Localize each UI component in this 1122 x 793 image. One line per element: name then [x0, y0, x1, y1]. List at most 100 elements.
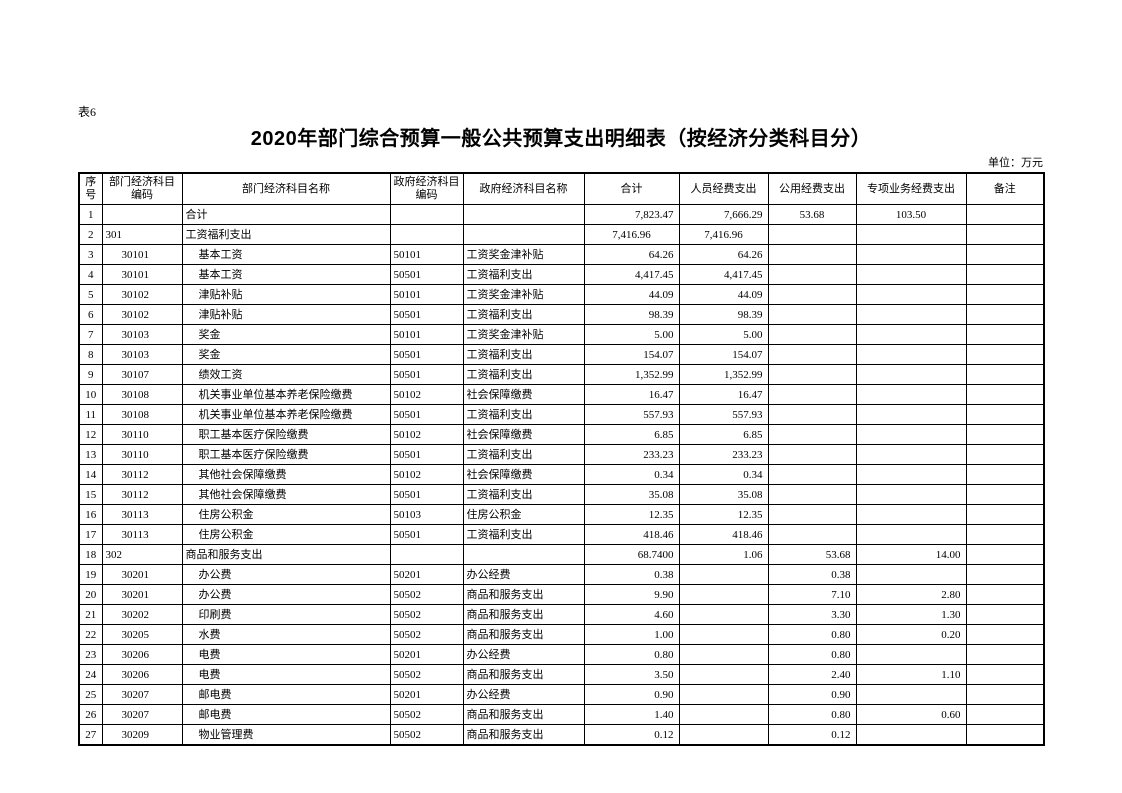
cell-personnel — [678, 604, 769, 625]
cell-personnel: 12.35 — [678, 504, 769, 525]
cell-special_exp — [855, 724, 967, 746]
cell-personnel: 44.09 — [678, 284, 769, 305]
cell-remark — [965, 324, 1045, 345]
cell-dept_name: 印刷费 — [181, 604, 391, 625]
cell-dept_name: 住房公积金 — [181, 524, 391, 545]
cell-gov_code: 50201 — [389, 564, 464, 585]
cell-personnel: 5.00 — [678, 324, 769, 345]
cell-dept_name: 物业管理费 — [181, 724, 391, 746]
cell-public_exp: 0.80 — [767, 704, 857, 725]
cell-remark — [965, 524, 1045, 545]
cell-gov_name: 工资福利支出 — [462, 304, 585, 325]
cell-gov_code: 50501 — [389, 404, 464, 425]
cell-total: 6.85 — [583, 424, 680, 445]
cell-remark — [965, 284, 1045, 305]
cell-public_exp — [767, 384, 857, 405]
cell-total: 9.90 — [583, 584, 680, 605]
cell-personnel: 418.46 — [678, 524, 769, 545]
cell-personnel — [678, 724, 769, 746]
cell-total: 0.80 — [583, 644, 680, 665]
cell-public_exp: 2.40 — [767, 664, 857, 685]
cell-personnel: 4,417.45 — [678, 264, 769, 285]
table-row: 11 30108 机关事业单位基本养老保险缴费 50501 工资福利支出 557.93 55… — [78, 404, 1045, 425]
cell-gov_name: 社会保障缴费 — [462, 424, 585, 445]
cell-personnel: 154.07 — [678, 344, 769, 365]
cell-remark — [965, 444, 1045, 465]
cell-dept_code: 301 — [101, 224, 183, 245]
cell-total: 557.93 — [583, 404, 680, 425]
cell-special_exp — [855, 504, 967, 525]
cell-public_exp — [767, 364, 857, 385]
cell-gov_code: 50502 — [389, 724, 464, 746]
cell-personnel — [678, 664, 769, 685]
cell-special_exp: 0.20 — [855, 624, 967, 645]
cell-public_exp — [767, 424, 857, 445]
cell-gov_name: 工资奖金津补贴 — [462, 324, 585, 345]
cell-dept_name: 奖金 — [181, 324, 391, 345]
cell-dept_code: 30112 — [101, 484, 183, 505]
cell-personnel: 7,666.29 — [678, 204, 769, 225]
cell-gov_name — [462, 544, 585, 565]
cell-total: 154.07 — [583, 344, 680, 365]
table-row: 14 30112 其他社会保障缴费 50102 社会保障缴费 0.34 0.34 — [78, 464, 1045, 485]
cell-dept_name: 水费 — [181, 624, 391, 645]
cell-dept_name: 办公费 — [181, 564, 391, 585]
cell-special_exp — [855, 244, 967, 265]
cell-dept_code: 302 — [101, 544, 183, 565]
cell-gov_code: 50501 — [389, 484, 464, 505]
column-header-personnel: 人员经费支出 — [678, 172, 769, 205]
cell-no: 3 — [78, 244, 103, 265]
cell-dept_name: 基本工资 — [181, 244, 391, 265]
cell-gov_code: 50102 — [389, 464, 464, 485]
cell-personnel: 7,416.96 — [678, 224, 769, 245]
cell-special_exp — [855, 484, 967, 505]
table-row: 18 302 商品和服务支出 68.7400 1.06 53.68 14.00 — [78, 544, 1045, 565]
cell-remark — [965, 384, 1045, 405]
cell-gov_name: 工资福利支出 — [462, 404, 585, 425]
cell-special_exp — [855, 444, 967, 465]
cell-no: 1 — [78, 204, 103, 225]
cell-special_exp — [855, 284, 967, 305]
cell-personnel: 98.39 — [678, 304, 769, 325]
cell-no: 26 — [78, 704, 103, 725]
cell-gov_code: 50501 — [389, 524, 464, 545]
cell-special_exp: 0.60 — [855, 704, 967, 725]
table-row: 15 30112 其他社会保障缴费 50501 工资福利支出 35.08 35.08 — [78, 484, 1045, 505]
cell-remark — [965, 304, 1045, 325]
table-body: 1 合计 7,823.47 7,666.29 53.68 103.50 2 301 工资福利支出… — [78, 204, 1045, 746]
cell-gov_code: 50102 — [389, 384, 464, 405]
cell-total: 3.50 — [583, 664, 680, 685]
cell-dept_code: 30201 — [101, 584, 183, 605]
table-row: 2 301 工资福利支出 7,416.96 7,416.96 — [78, 224, 1045, 245]
cell-no: 22 — [78, 624, 103, 645]
cell-total: 35.08 — [583, 484, 680, 505]
cell-gov_name: 社会保障缴费 — [462, 384, 585, 405]
cell-gov_code: 50502 — [389, 664, 464, 685]
cell-dept_code: 30103 — [101, 344, 183, 365]
cell-remark — [965, 724, 1045, 746]
cell-gov_name: 商品和服务支出 — [462, 624, 585, 645]
table-row: 1 合计 7,823.47 7,666.29 53.68 103.50 — [78, 204, 1045, 225]
cell-remark — [965, 684, 1045, 705]
cell-gov_name: 工资福利支出 — [462, 484, 585, 505]
cell-no: 11 — [78, 404, 103, 425]
cell-special_exp — [855, 304, 967, 325]
column-header-gov_code: 政府经济科目 编码 — [389, 172, 464, 205]
cell-no: 19 — [78, 564, 103, 585]
cell-dept_name: 电费 — [181, 664, 391, 685]
column-header-gov_name: 政府经济科目名称 — [462, 172, 585, 205]
cell-gov_name: 商品和服务支出 — [462, 724, 585, 746]
cell-remark — [965, 244, 1045, 265]
cell-gov_code — [389, 544, 464, 565]
cell-dept_name: 机关事业单位基本养老保险缴费 — [181, 404, 391, 425]
cell-no: 18 — [78, 544, 103, 565]
cell-special_exp — [855, 324, 967, 345]
cell-dept_code: 30110 — [101, 444, 183, 465]
cell-special_exp: 2.80 — [855, 584, 967, 605]
cell-dept_code: 30103 — [101, 324, 183, 345]
cell-gov_name: 工资福利支出 — [462, 344, 585, 365]
cell-public_exp: 0.80 — [767, 644, 857, 665]
table-row: 12 30110 职工基本医疗保险缴费 50102 社会保障缴费 6.85 6.85 — [78, 424, 1045, 445]
cell-gov_name: 商品和服务支出 — [462, 664, 585, 685]
cell-no: 7 — [78, 324, 103, 345]
